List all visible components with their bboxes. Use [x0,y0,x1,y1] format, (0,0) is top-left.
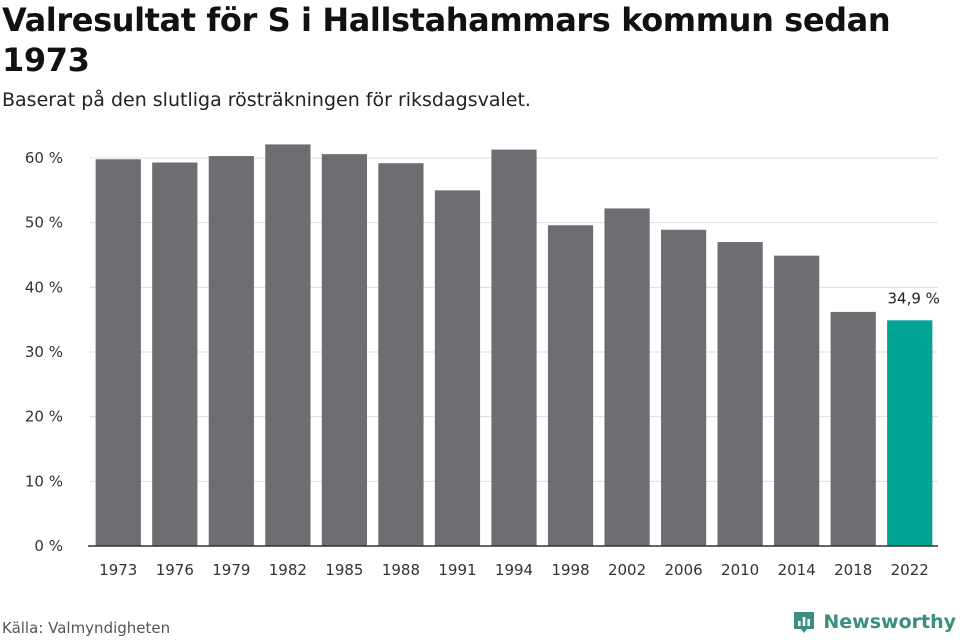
bar [152,162,198,546]
x-tick-label: 1982 [269,561,307,579]
y-tick-label: 60 % [25,149,63,167]
y-tick-label: 20 % [25,408,63,426]
x-tick-label: 2022 [891,561,929,579]
x-tick-label: 2014 [778,561,816,579]
y-tick-label: 40 % [25,278,63,296]
x-tick-label: 1988 [382,561,420,579]
bar [717,242,763,547]
brand-name: Newsworthy [823,611,956,633]
x-tick-label: 2006 [665,561,703,579]
x-tick-label: 1985 [325,561,363,579]
bar [887,320,933,546]
bar [208,156,254,546]
bar [378,163,424,546]
bar [604,208,650,546]
bar [95,159,141,546]
source-note: Källa: Valmyndigheten [2,619,171,637]
x-tick-label: 1979 [212,561,250,579]
x-tick-label: 2018 [834,561,872,579]
x-tick-label: 2002 [608,561,646,579]
x-tick-label: 1973 [99,561,137,579]
data-label: 34,9 % [888,289,940,307]
bar [321,154,368,546]
bar [830,311,876,546]
x-tick-label: 1976 [156,561,194,579]
bar [434,190,481,547]
bar [660,229,707,546]
bar-chart: 0 % 10 % 20 % 30 % 40 % 50 % 60 % 1973 1976 1979 1… [25,144,940,579]
newsworthy-logo-icon [794,612,815,633]
x-tick-label: 1998 [551,561,589,579]
x-tick-label: 1994 [495,561,533,579]
y-tick-label: 30 % [25,343,63,361]
x-tick-label: 1991 [438,561,476,579]
y-tick-label: 10 % [25,472,63,490]
x-tick-label: 2010 [721,561,759,579]
bar [491,149,537,547]
bar [774,255,820,546]
y-tick-label: 50 % [25,214,63,232]
bars [95,144,933,547]
brand-logo[interactable]: Newsworthy [792,606,956,638]
y-tick-label: 0 % [34,537,63,555]
chart-title: Valresultat för S i Hallstahammars kommu… [2,1,891,79]
bar [547,225,594,546]
labels: 0 % 10 % 20 % 30 % 40 % 50 % 60 % 1973 1976 1979 1… [25,149,940,579]
bar [265,144,311,547]
chart-subtitle: Baserat på den slutliga rösträkningen fö… [2,89,531,111]
